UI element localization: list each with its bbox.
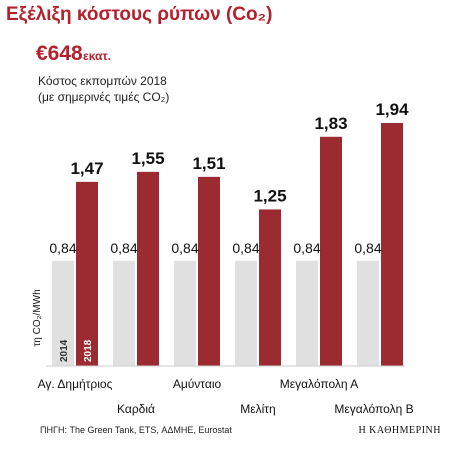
- bar-2014: [174, 260, 196, 366]
- value-label-2014: 0,84: [49, 240, 76, 256]
- bar-2014: [296, 260, 318, 366]
- category-label: Μεγαλόπολη Α: [280, 377, 359, 391]
- category-label: Μελίτη: [240, 402, 275, 416]
- bar-2018: [320, 136, 342, 366]
- bar-2014: [235, 260, 257, 366]
- value-label-2014: 0,84: [110, 240, 137, 256]
- subtitle-line-1: Κόστος εκπομπών 2018: [38, 74, 167, 88]
- value-label-2014: 0,84: [171, 240, 198, 256]
- bars-group: 0,84 1,47 Αγ. Δημήτριος 2014 2018 0,84 1,55 Καρ…: [38, 100, 414, 416]
- bar-2018: [76, 181, 98, 366]
- value-label-2018: 1,25: [253, 186, 286, 205]
- chart-title: Εξέλιξη κόστους ρύπων (Co₂): [6, 4, 272, 25]
- legend-2014: 2014: [59, 339, 70, 362]
- value-label-2018: 1,51: [192, 154, 225, 173]
- bar-2018: [137, 171, 159, 366]
- value-label-2014: 0,84: [232, 240, 259, 256]
- value-label-2018: 1,55: [131, 149, 164, 168]
- value-label-2018: 1,47: [70, 159, 103, 178]
- category-label: Καρδιά: [117, 402, 155, 416]
- bar-2014: [52, 260, 74, 366]
- bar-2014: [113, 260, 135, 366]
- bar-2018: [381, 123, 403, 366]
- legend-2018: 2018: [83, 339, 94, 362]
- category-label: Αμύνταιο: [173, 377, 222, 391]
- value-label-2014: 0,84: [354, 240, 381, 256]
- value-label-2018: 1,94: [375, 100, 409, 119]
- brand-name: Η ΚΑΘΗΜΕΡΙΝΗ: [358, 425, 441, 436]
- category-label: Αγ. Δημήτριος: [38, 377, 113, 391]
- y-axis-label: τη CO₂/MWh: [32, 289, 43, 346]
- highlight-value: €648: [36, 42, 83, 65]
- bar-2014: [357, 260, 379, 366]
- highlight-unit: εκατ.: [83, 49, 111, 63]
- bar-2018: [198, 176, 220, 366]
- bar-2018: [259, 209, 281, 366]
- value-label-2014: 0,84: [293, 240, 320, 256]
- value-label-2018: 1,83: [314, 114, 347, 133]
- subtitle-line-2: (με σημερινές τιμές CO₂): [38, 90, 169, 104]
- category-label: Μεγαλόπολη Β: [334, 402, 413, 416]
- source-note: ΠΗΓΗ: The Green Tank, ETS, ΑΔΜΗΕ, Eurost…: [40, 425, 232, 435]
